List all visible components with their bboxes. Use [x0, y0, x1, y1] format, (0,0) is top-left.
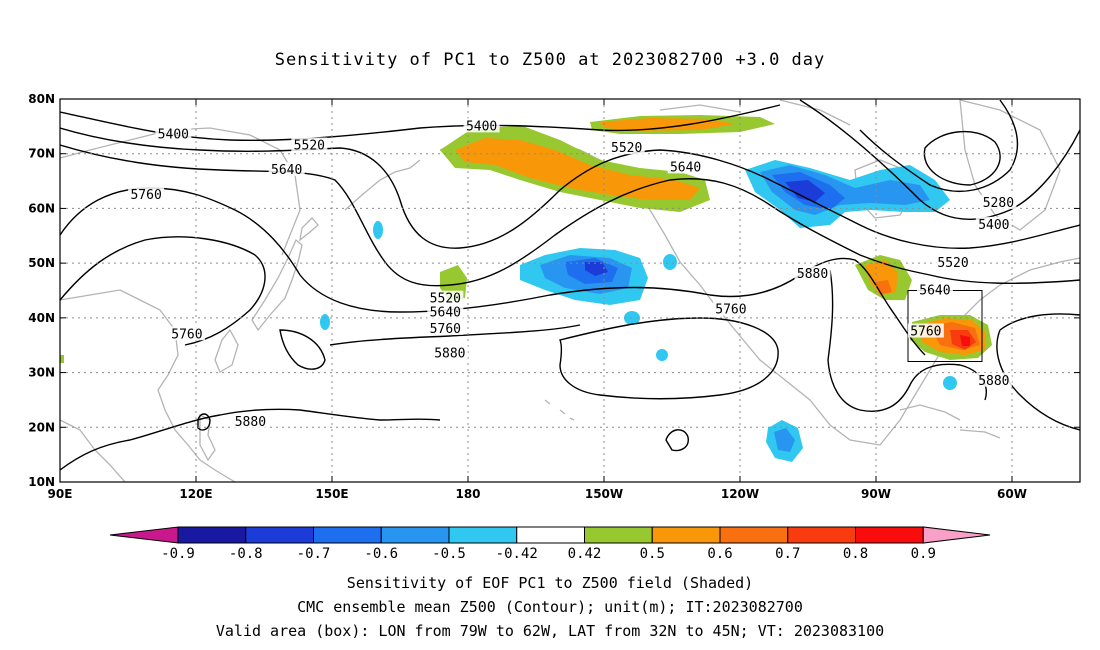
- lon-label: 150E: [315, 487, 348, 501]
- lat-label: 50N: [28, 256, 55, 270]
- contour-label-bg: [427, 320, 464, 335]
- colorbar-segment: [855, 526, 924, 544]
- lat-label: 20N: [28, 420, 55, 434]
- contour-label: 5760: [430, 322, 461, 337]
- lon-label: 90E: [48, 487, 73, 501]
- contour-label-bg: [427, 290, 464, 305]
- lon-label: 150W: [585, 487, 623, 501]
- contour-label: 5520: [430, 292, 461, 307]
- colorbar-label: -0.6: [364, 546, 398, 562]
- colorbar-segment: [787, 526, 856, 544]
- latitude-labels: 80N 70N 60N 50N 40N 30N 20N 10N: [28, 92, 55, 489]
- axis-ticks: [59, 98, 1080, 483]
- contour-label-bg: [463, 118, 500, 133]
- graticule: [60, 99, 1080, 482]
- colorbar-segment: [313, 526, 382, 544]
- colorbar-segment: [719, 526, 789, 544]
- contour-label-bg: [794, 266, 831, 281]
- lat-label: 40N: [28, 311, 55, 325]
- map-frame: [59, 98, 1081, 483]
- colorbar-segment: [584, 526, 653, 544]
- contour-label-bg: [268, 162, 305, 177]
- colorbar-label: 0.9: [911, 546, 936, 562]
- longitude-labels: 90E 120E 150E 180 150W 120W 90W 60W: [48, 487, 1027, 501]
- contour-label-bg: [128, 186, 165, 201]
- contour-label-bg: [427, 304, 464, 319]
- contour-label-bg: [935, 255, 972, 270]
- colorbar-segment: [245, 526, 314, 544]
- caption-contour: CMC ensemble mean Z500 (Contour); unit(m…: [297, 598, 803, 616]
- contour-label-bg: [712, 301, 749, 316]
- colorbar-arrow-left: [109, 526, 179, 544]
- contour-label: 5400: [158, 128, 189, 143]
- lat-label: 30N: [28, 366, 55, 380]
- contour-label-bg: [907, 323, 944, 338]
- contour-label: 5520: [294, 139, 325, 154]
- lat-label: 10N: [28, 475, 55, 489]
- colorbar-label: 0.42: [568, 546, 602, 562]
- colorbar-label: 0.6: [707, 546, 732, 562]
- contour-label: 5880: [978, 374, 1009, 389]
- contour-label-bg: [291, 137, 328, 152]
- contour-label: 5400: [978, 218, 1009, 233]
- contour-label: 5880: [235, 415, 266, 430]
- contour-label-bg: [980, 194, 1017, 209]
- colorbar-segment: [177, 526, 247, 544]
- contour-label: 5520: [937, 256, 968, 271]
- colorbar-label: 0.5: [640, 546, 665, 562]
- lon-label: 120E: [179, 487, 212, 501]
- contour-label: 5760: [130, 188, 161, 203]
- contour-label: 5880: [797, 267, 828, 282]
- caption-shading: Sensitivity of EOF PC1 to Z500 field (Sh…: [346, 574, 754, 592]
- lon-label: 180: [455, 487, 480, 501]
- lon-label: 120W: [721, 487, 759, 501]
- contour-label-bg: [232, 413, 269, 428]
- lat-label: 60N: [28, 201, 55, 215]
- contour-label: 5520: [611, 141, 642, 156]
- colorbar-label: -0.42: [496, 546, 538, 562]
- contour-label: 5640: [430, 305, 461, 320]
- sensitivity-shading: [60, 115, 992, 462]
- colorbar-segment: [516, 526, 585, 544]
- contour-label-bg: [667, 159, 704, 174]
- contour-label: 5760: [910, 325, 941, 340]
- colorbar-label: -0.9: [161, 546, 195, 562]
- colorbar-segment: [380, 526, 450, 544]
- contour-label-bg: [431, 345, 468, 360]
- colorbar-label: -0.5: [432, 546, 466, 562]
- contour-label: 5280: [983, 196, 1014, 211]
- colorbar-segment: [651, 526, 721, 544]
- contour-label: 5760: [171, 327, 202, 342]
- lat-label: 80N: [28, 92, 55, 106]
- contour-label: 5640: [919, 284, 950, 299]
- contour-label: 5400: [466, 119, 497, 134]
- lon-label: 90W: [861, 487, 891, 501]
- contour-label-bg: [155, 126, 192, 141]
- chart-title: Sensitivity of PC1 to Z500 at 2023082700…: [274, 50, 826, 70]
- contour-label: 5760: [715, 303, 746, 318]
- lat-label: 70N: [28, 147, 55, 161]
- lon-label: 60W: [997, 487, 1027, 501]
- contour-label-bg: [608, 140, 645, 155]
- contour-label-bg: [975, 216, 1012, 231]
- contour-label-bg: [975, 372, 1012, 387]
- colorbar-label: -0.8: [229, 546, 263, 562]
- positive-region-arctic-core: [600, 118, 735, 131]
- contour-label: 5640: [670, 160, 701, 175]
- colorbar-label: 0.7: [775, 546, 800, 562]
- caption-valid-area: Valid area (box): LON from 79W to 62W, L…: [215, 622, 885, 640]
- contour-label-bg: [168, 326, 205, 341]
- colorbar: -0.9 -0.8 -0.7 -0.6 -0.5 -0.42 0.42 0.5 0.6 0.7 0.…: [109, 526, 991, 562]
- colorbar-label: -0.7: [297, 546, 331, 562]
- colorbar-arrow-right: [922, 526, 991, 544]
- contour-label: 5640: [271, 163, 302, 178]
- contour-label-bg: [916, 282, 953, 297]
- colorbar-segment: [448, 526, 518, 544]
- colorbar-label: 0.8: [843, 546, 868, 562]
- contour-label: 5880: [434, 346, 465, 361]
